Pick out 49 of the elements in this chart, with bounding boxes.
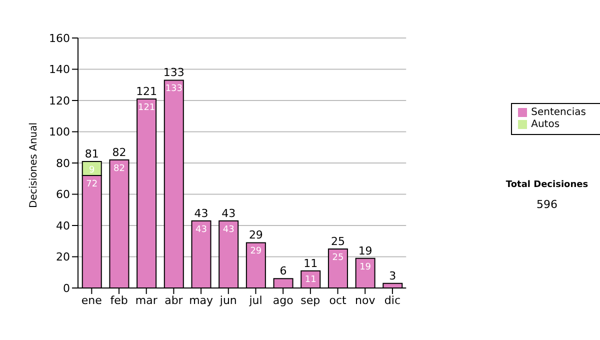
y-tick-label: 40 [56,219,70,232]
total-label: 6 [280,264,287,278]
legend-label: Autos [531,119,560,130]
y-tick-label: 120 [49,94,70,108]
data-label: 72 [86,180,98,190]
total-label: 19 [358,244,372,258]
x-tick-label: nov [355,294,376,307]
x-tick-label: sep [300,294,320,307]
x-tick-label: oct [329,294,347,307]
data-label: 121 [138,102,156,113]
y-tick-label: 80 [56,156,70,170]
data-label: 11 [304,274,316,285]
data-label: 133 [165,84,182,94]
x-tick-label: ago [272,294,294,307]
y-tick-label: 0 [63,282,70,295]
data-label: 29 [250,246,262,257]
total-label: 43 [194,206,208,220]
y-tick-label: 160 [49,32,70,45]
total-label: 43 [222,206,236,220]
x-tick-label: jul [248,294,262,307]
data-label: 19 [360,262,372,272]
y-axis-title: Decisiones Anual [28,122,40,208]
total-label: 25 [330,234,345,248]
x-tick-label: feb [110,294,128,307]
y-tick-label: 100 [49,126,70,139]
y-tick-label: 60 [56,188,70,202]
total-label: 121 [136,84,158,98]
y-tick-label: 20 [56,250,70,264]
x-tick-label: may [189,294,214,307]
total-label: 133 [163,66,184,80]
y-tick-label: 140 [49,63,70,76]
data-label: 82 [113,164,125,174]
total-label: 29 [248,228,263,242]
x-tick-label: mar [135,294,158,307]
text: Total Decisiones [504,180,590,190]
x-tick-label: ene [81,294,102,307]
total-label: 81 [84,147,99,160]
data-label: 43 [196,224,207,235]
x-tick-label: jun [218,294,237,307]
text: 596 [536,198,558,211]
total-label: 3 [389,269,396,282]
data-label: 43 [222,224,234,235]
legend-label: Sentencias [531,107,586,118]
x-tick-label: dic [384,294,400,307]
total-label: 11 [304,256,318,270]
data-label: 25 [332,252,344,263]
x-tick-label: abr [164,294,184,307]
data-label: 9 [89,165,96,176]
total-label: 82 [112,146,126,159]
